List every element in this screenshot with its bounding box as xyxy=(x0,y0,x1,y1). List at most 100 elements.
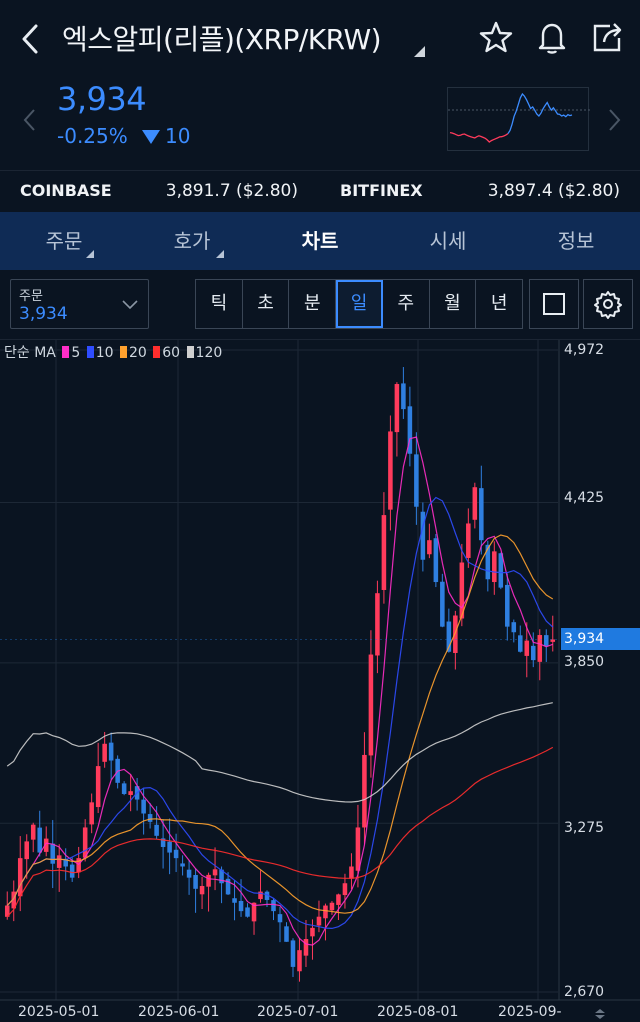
exchange-price: 3,891.7 ($2.80) xyxy=(165,181,298,201)
chevron-left-icon[interactable] xyxy=(20,102,40,138)
ma10-line xyxy=(6,496,554,930)
ma10-swatch xyxy=(86,346,94,358)
period-month[interactable]: 월 xyxy=(430,280,477,328)
title-dropdown-icon[interactable] xyxy=(414,46,425,57)
candle-body xyxy=(323,905,328,919)
ma-label: 20 xyxy=(128,345,147,361)
order-type-select[interactable]: 주문 3,934 xyxy=(10,279,149,329)
mini-chart-line-down xyxy=(507,92,573,135)
candle-body xyxy=(498,553,504,588)
gear-icon xyxy=(594,291,622,319)
y-tick-label: 3,275 xyxy=(564,820,605,836)
page-title[interactable]: 엑스알피(리플)(XRP/KRW) xyxy=(62,23,382,56)
ma-legend: 단순 MA 5 10 20 60 120 xyxy=(4,342,224,362)
candle-body xyxy=(310,927,315,937)
candle-body xyxy=(401,383,406,410)
ma-label: 60 xyxy=(162,345,181,361)
ma-label: 5 xyxy=(71,345,81,361)
candle-body xyxy=(511,622,517,633)
tab-orderbook[interactable]: 호가 xyxy=(128,212,256,270)
ma120-line xyxy=(6,702,553,803)
fullscreen-button[interactable] xyxy=(529,279,579,329)
chart-resize-handle-icon[interactable] xyxy=(592,1006,608,1020)
period-day[interactable]: 일 xyxy=(336,280,383,328)
candle-body xyxy=(492,551,497,583)
mini-chart-line-up xyxy=(449,131,509,143)
tab-info[interactable]: 정보 xyxy=(512,212,640,270)
x-tick-label: 2025-08-01 xyxy=(377,1004,459,1020)
candle-body xyxy=(43,838,49,852)
bell-icon[interactable] xyxy=(534,18,570,56)
ma120-swatch xyxy=(186,346,194,358)
square-icon xyxy=(543,293,565,315)
candle-body xyxy=(381,515,387,590)
candle-body xyxy=(102,743,107,762)
chevron-right-icon[interactable] xyxy=(604,102,624,138)
candle-body xyxy=(37,827,42,853)
chart-toolbar: 주문 3,934 틱 초 분 일 주 월 년 xyxy=(0,270,640,340)
candle-body xyxy=(89,802,94,825)
candle-body xyxy=(355,827,361,871)
candle-body xyxy=(479,488,484,541)
period-selector: 틱 초 분 일 주 월 년 xyxy=(195,279,523,329)
mini-price-chart[interactable] xyxy=(447,87,590,151)
period-year[interactable]: 년 xyxy=(490,293,508,314)
tab-market[interactable]: 시세 xyxy=(384,212,512,270)
tab-chart[interactable]: 차트 xyxy=(256,212,384,270)
tab-label: 주문 xyxy=(45,229,83,253)
tab-label: 정보 xyxy=(557,229,595,253)
candle-body xyxy=(368,654,374,756)
tab-label: 차트 xyxy=(301,229,339,253)
candle-body xyxy=(251,902,257,922)
x-tick-label: 2025-07-01 xyxy=(257,1004,339,1020)
candle-body xyxy=(128,791,133,795)
candle-body xyxy=(11,891,17,909)
candle-body xyxy=(277,914,283,923)
candle-body xyxy=(453,615,458,653)
candle-body xyxy=(505,584,510,627)
candle-body xyxy=(543,635,549,647)
candle-body xyxy=(219,869,224,884)
candlestick-chart[interactable]: 단순 MA 5 10 20 60 120 4,972 4,425 3,850 3… xyxy=(0,340,640,1022)
candle-body xyxy=(95,766,101,808)
x-tick-label: 2025-09- xyxy=(498,1004,562,1020)
candle-body xyxy=(342,883,348,896)
candle-body xyxy=(232,898,237,903)
candle-body xyxy=(440,581,445,627)
candle-body xyxy=(264,891,270,900)
candle-body xyxy=(121,783,127,794)
candle-body xyxy=(303,939,309,956)
candle-body xyxy=(290,940,296,967)
period-tick[interactable]: 틱 xyxy=(196,280,243,328)
tab-label: 호가 xyxy=(173,229,211,253)
settings-button[interactable] xyxy=(583,279,633,329)
order-select-value: 3,934 xyxy=(19,304,68,324)
share-icon[interactable] xyxy=(590,18,626,56)
candle-body xyxy=(4,905,10,917)
y-tick-label: 4,972 xyxy=(564,342,605,358)
x-tick-label: 2025-06-01 xyxy=(138,1004,220,1020)
candle-body xyxy=(537,635,543,662)
candle-body xyxy=(56,855,62,868)
back-icon[interactable] xyxy=(16,20,48,58)
candle-body xyxy=(206,874,211,887)
star-icon[interactable] xyxy=(478,18,514,56)
candle-body xyxy=(459,562,465,619)
ma5-line xyxy=(6,436,554,946)
down-triangle-icon xyxy=(142,130,160,144)
period-week[interactable]: 주 xyxy=(383,280,430,328)
candle-body xyxy=(407,406,413,454)
x-tick-label: 2025-05-01 xyxy=(18,1004,100,1020)
period-second[interactable]: 초 xyxy=(243,280,290,328)
candle-body xyxy=(258,891,263,900)
tab-order[interactable]: 주문 xyxy=(0,212,128,270)
candle-body xyxy=(199,886,205,895)
candle-body xyxy=(420,511,426,560)
period-minute[interactable]: 분 xyxy=(289,280,337,328)
candle-body xyxy=(485,544,491,580)
ma-label: 10 xyxy=(95,345,114,361)
candle-body xyxy=(550,639,556,642)
candle-body xyxy=(336,894,341,905)
exchange-name: COINBASE xyxy=(20,181,112,200)
change-percent: -0.25% xyxy=(57,124,128,148)
